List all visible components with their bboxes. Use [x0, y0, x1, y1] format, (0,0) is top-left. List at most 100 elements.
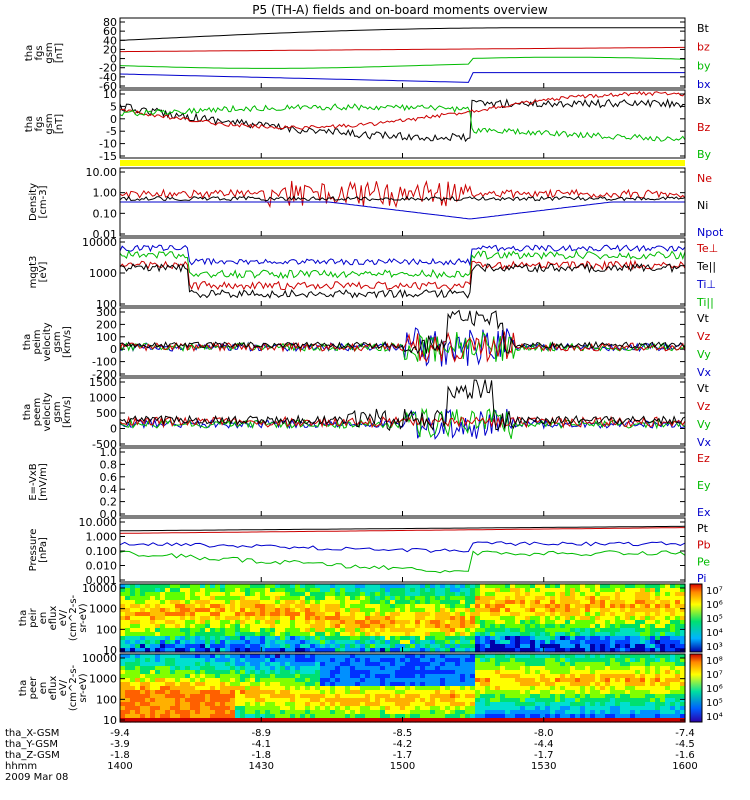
fgs-zoom-ylabel-line: fgs: [34, 116, 45, 131]
efield-ytick-label: 0.4: [100, 483, 118, 496]
legend-peem-velocity-0: Vt: [697, 382, 710, 395]
temperature-trace-2: [119, 259, 686, 291]
fgs-zoom-trace-1: [119, 90, 686, 130]
pressure-ytick-label: 0.100: [86, 545, 118, 558]
legend-temperature-0: Te⊥: [696, 242, 718, 255]
peem-velocity-trace-3: [119, 379, 686, 432]
ion-spec-ytick-label: 10: [103, 644, 117, 657]
ion-spec-ylabel-line: en: [38, 612, 49, 625]
electron-spec-ylabel-line: tha: [18, 680, 29, 696]
ion-spec-ylabel-line: eflux: [48, 606, 59, 631]
status-bar: [120, 160, 685, 166]
fgs-ytick-label: 0: [110, 53, 117, 66]
xaxis-tick-label: -1.6: [675, 750, 695, 761]
pressure-trace-2: [119, 541, 686, 553]
ion-spec-colorbar-label: 10⁷: [706, 586, 723, 597]
temperature-ytick-label: 10000: [82, 236, 117, 249]
ion-spec-ytick-label: 1000: [89, 603, 117, 616]
electron-spec-colorbar-label: 10⁵: [706, 698, 723, 709]
electron-spec-colorbar-label: 10⁸: [706, 656, 723, 667]
temperature-ytick-label: 100: [96, 298, 117, 311]
temperature-traces: [119, 244, 686, 299]
legend-density-2: Npot: [697, 226, 724, 239]
fgs-trace-1: [120, 46, 685, 53]
electron-spec-ytick-label: 100: [96, 693, 117, 706]
fgs-ytick-label: 40: [103, 34, 117, 47]
peim-velocity-traces: [119, 309, 686, 367]
xaxis-row-label: tha_X-GSM: [5, 728, 59, 739]
xaxis-tick-label: 1430: [249, 761, 274, 772]
panel-efield: 1.00.80.60.40.20.0 E=-VxB [mV/m] Ez Ey Ex: [28, 446, 711, 521]
ion-spec-colorbar-label: 10⁶: [706, 600, 723, 611]
electron-spec-ytick-label: 1000: [89, 673, 117, 686]
xaxis-tick-label: 1600: [672, 761, 697, 772]
xaxis-tick-label: -8.5: [393, 728, 413, 739]
legend-density-0: Ne: [697, 172, 712, 185]
temperature-trace-3: [119, 262, 686, 299]
peim-velocity-ytick-label: 200: [96, 318, 117, 331]
temperature-ytick-label: 1000: [89, 267, 117, 280]
fgs-zoom-ytick-label: 0: [110, 113, 117, 126]
legend-density-1: Ni: [697, 199, 708, 212]
legend-temperature-1: Te||: [696, 260, 716, 273]
peim-velocity-ytick-label: -100: [92, 356, 117, 369]
fgs-frame: [119, 17, 686, 89]
xaxis-tick-label: -1.8: [110, 750, 130, 761]
pressure-frame: [119, 517, 686, 583]
fgs-ytick-label: 80: [103, 16, 117, 29]
panel-temperature: 10000 1000 100 mqgt3 [eV] Te⊥ Te|| Ti⊥ Ti||: [28, 236, 718, 311]
legend-peem-velocity-2: Vy: [697, 418, 711, 431]
legend-peim-velocity-3: Vx: [697, 366, 712, 379]
ion-spec-colorbar-label: 10⁵: [706, 614, 723, 625]
figure-title: P5 (TH-A) fields and on-board moments ov…: [252, 3, 548, 17]
legend-fgs-0: Bt: [697, 22, 710, 35]
fgs-ytick-label: -60: [99, 80, 117, 93]
electron-spec-ylabel-line: eflux: [48, 676, 59, 701]
xaxis-tick-label: -8.9: [251, 728, 271, 739]
peim-velocity-ytick-label: 300: [96, 306, 117, 319]
xaxis-tick-label: -1.7: [393, 750, 413, 761]
legend-pressure-2: Pe: [697, 555, 710, 568]
electron-spec-ylabel-line: (cm^2-s-: [68, 664, 79, 711]
electron-spec-ylabel-line: sr-eV): [78, 673, 89, 702]
legend-fgs-2: by: [697, 59, 711, 72]
xaxis-tick-label: -4.4: [534, 739, 554, 750]
electron-spec-ylabel-line: peer: [28, 676, 39, 700]
ion-spec-ytick-label: 10000: [82, 582, 117, 595]
peim-velocity-ylabel-line: tha: [22, 334, 33, 350]
xaxis-tick-label: -1.8: [251, 750, 271, 761]
fgs-trace-0: [119, 27, 685, 41]
legend-fgs-3: bx: [697, 78, 711, 91]
efield-ylabel-line: [mV/m]: [38, 463, 49, 501]
legend-fgs-zoom-2: By: [697, 148, 712, 161]
fgs-zoom-ytick-label: 5: [110, 100, 117, 113]
fgs-zoom-frame: [119, 89, 686, 159]
xaxis-tick-label: 1500: [390, 761, 415, 772]
peem-velocity-ylabel-line: tha: [22, 404, 33, 420]
temperature-trace-0: [119, 244, 686, 267]
fgs-zoom-trace-0: [119, 98, 686, 143]
pressure-ylabel-line: Pressure: [28, 529, 39, 572]
fgs-ylabel-line: tha: [24, 45, 35, 61]
legend-peem-velocity-1: Vz: [697, 400, 711, 413]
peem-velocity-frame: [119, 377, 686, 447]
fgs-ytick-label: 60: [103, 25, 117, 38]
electron-spec-image: [120, 654, 686, 723]
density-trace-2: [120, 201, 685, 220]
legend-efield-0: Ez: [697, 452, 710, 465]
fgs-zoom-ytick-label: -10: [99, 138, 117, 151]
peem-velocity-trace-1: [119, 407, 686, 439]
peim-velocity-ylabel-line: velocity: [42, 322, 53, 361]
panel-density: 10.00 1.00 0.10 0.01 Density [cm-3] Ne Ni Npot: [28, 166, 724, 241]
legend-pressure-1: Pb: [697, 539, 711, 552]
legend-fgs-zoom-1: Bz: [697, 121, 711, 134]
fgs-ylabel-line: gsm: [44, 42, 55, 63]
fgs-trace-3: [119, 72, 685, 83]
electron-spec-colorbar-label: 10⁴: [706, 712, 723, 723]
pressure-ylabel-line: [nPa]: [38, 537, 49, 563]
fgs-zoom-traces: [119, 90, 686, 143]
ion-spec-colorbar-label: 10⁴: [706, 628, 723, 639]
